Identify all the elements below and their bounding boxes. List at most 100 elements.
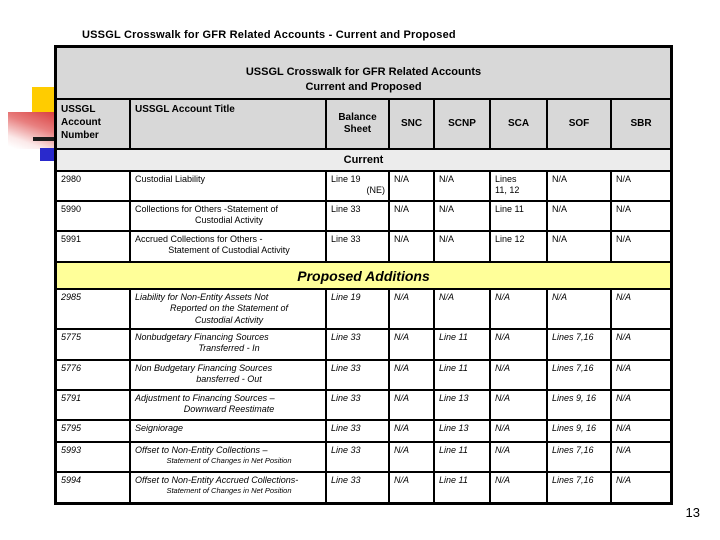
cell-line: Lines (495, 174, 517, 184)
col-header-sca: SCA (491, 100, 548, 148)
cell-account-title: Accrued Collections for Others - Stateme… (131, 232, 327, 261)
col-header-balance-sheet: Balance Sheet (327, 100, 390, 148)
title-line: Statement of Changes in Net Position (166, 486, 292, 496)
table-title: USSGL Crosswalk for GFR Related Accounts… (57, 48, 670, 100)
cell-sof: N/A (548, 172, 612, 200)
cell-line: 11, 12 (495, 185, 520, 196)
title-line: Offset to Non-Entity Accrued Collections… (135, 475, 299, 485)
page-number: 13 (685, 505, 700, 520)
cell-scnp: Line 13 (435, 391, 491, 419)
cell-sbr: N/A (616, 234, 632, 244)
cell-balance-sheet: Line 33 (327, 473, 390, 502)
cell-account-title: Nonbudgetary Financing Sources Transferr… (131, 330, 327, 359)
cell-sca: Line 12 (491, 232, 548, 261)
cell-sca: N/A (491, 361, 548, 389)
table-row-2985: 2985 Liability for Non-Entity Assets Not… (57, 290, 670, 330)
cell-account-number: 2980 (57, 172, 131, 200)
table-row-5775: 5775 Nonbudgetary Financing Sources Tran… (57, 330, 670, 361)
col-header-scnp: SCNP (435, 100, 491, 148)
title-line: Adjustment to Financing Sources – (135, 393, 275, 403)
cell-sca: N/A (491, 290, 548, 328)
cell-sof: Lines 7,16 (548, 473, 612, 502)
cell-scnp: Line 11 (435, 473, 491, 502)
crosswalk-table: USSGL Crosswalk for GFR Related Accounts… (54, 45, 673, 505)
decor-red-gradient-square (8, 112, 54, 149)
cell-sof: N/A (548, 202, 612, 230)
cell-account-number: 5994 (57, 473, 131, 502)
cell-account-number: 5993 (57, 443, 131, 471)
cell-sbr: N/A (616, 363, 632, 373)
decor-black-bar (33, 137, 54, 141)
table-row-2980: 2980 Custodial Liability Line 19 (NE) N/… (57, 172, 670, 202)
cell-sbr: N/A (616, 204, 632, 214)
cell-line: Line 19 (331, 174, 361, 184)
cell-sca: Line 11 (491, 202, 548, 230)
cell-account-title: Offset to Non-Entity Collections – State… (131, 443, 327, 471)
col-header-snc: SNC (390, 100, 435, 148)
cell-balance-sheet: Line 19 (327, 290, 390, 328)
section-header-proposed-additions: Proposed Additions (57, 263, 670, 290)
table-title-line1: USSGL Crosswalk for GFR Related Accounts (245, 66, 482, 79)
cell-account-title: Collections for Others -Statement of Cus… (131, 202, 327, 230)
cell-sbr: N/A (616, 174, 632, 184)
cell-sca: N/A (491, 473, 548, 502)
title-line: Reported on the Statement of (169, 303, 289, 314)
cell-sof: Lines 7,16 (548, 330, 612, 359)
cell-snc: N/A (390, 232, 435, 261)
cell-sca: N/A (491, 391, 548, 419)
cell-snc: N/A (390, 443, 435, 471)
cell-sbr: N/A (616, 393, 632, 403)
cell-sbr: N/A (616, 292, 632, 302)
cell-snc: N/A (390, 330, 435, 359)
table-row-5990: 5990 Collections for Others -Statement o… (57, 202, 670, 232)
cell-balance-sheet: Line 33 (327, 361, 390, 389)
cell-scnp: N/A (435, 172, 491, 200)
cell-sof: N/A (548, 290, 612, 328)
cell-sbr: N/A (616, 423, 632, 433)
cell-sca: N/A (491, 421, 548, 441)
cell-snc: N/A (390, 172, 435, 200)
title-line: Transferred - In (198, 343, 260, 354)
cell-account-number: 5776 (57, 361, 131, 389)
title-line: Offset to Non-Entity Collections – (135, 445, 268, 455)
cell-balance-sheet: Line 33 (327, 330, 390, 359)
cell-sca: N/A (491, 330, 548, 359)
table-row-5776: 5776 Non Budgetary Financing Sources ban… (57, 361, 670, 391)
cell-balance-sheet: Line 33 (327, 443, 390, 471)
cell-balance-sheet: Line 33 (327, 232, 390, 261)
cell-scnp: Line 11 (435, 330, 491, 359)
cell-account-number: 5795 (57, 421, 131, 441)
decor-yellow-square (32, 87, 54, 113)
title-line: Custodial Liability (135, 174, 206, 184)
col-header-account-number: USSGL Account Number (57, 100, 131, 148)
cell-sbr: N/A (616, 332, 632, 342)
cell-sof: Lines 9, 16 (548, 421, 612, 441)
cell-account-title: Seigniorage (131, 421, 327, 441)
cell-account-title: Custodial Liability (131, 172, 327, 200)
cell-scnp: Line 11 (435, 361, 491, 389)
cell-balance-sheet: Line 33 (327, 421, 390, 441)
cell-snc: N/A (390, 473, 435, 502)
cell-scnp: N/A (435, 290, 491, 328)
cell-account-title: Liability for Non-Entity Assets Not Repo… (131, 290, 327, 328)
cell-sof: Lines 7,16 (548, 443, 612, 471)
cell-balance-sheet: Line 33 (327, 202, 390, 230)
cell-balance-sheet: Line 19 (NE) (327, 172, 390, 200)
cell-snc: N/A (390, 391, 435, 419)
title-line: Seigniorage (135, 423, 184, 433)
table-row-5993: 5993 Offset to Non-Entity Collections – … (57, 443, 670, 473)
cell-sof: Lines 9, 16 (548, 391, 612, 419)
cell-scnp: N/A (435, 232, 491, 261)
cell-account-title: Non Budgetary Financing Sources bansferr… (131, 361, 327, 389)
cell-scnp: Line 11 (435, 443, 491, 471)
title-line: Collections for Others -Statement of (135, 204, 279, 214)
title-line: Liability for Non-Entity Assets Not (135, 292, 269, 302)
slide-title: USSGL Crosswalk for GFR Related Accounts… (82, 29, 456, 41)
cell-balance-sheet: Line 33 (327, 391, 390, 419)
col-header-sof: SOF (548, 100, 612, 148)
section-header-current: Current (57, 150, 670, 172)
cell-scnp: N/A (435, 202, 491, 230)
col-header-sbr: SBR (630, 117, 652, 129)
title-line: Statement of Custodial Activity (168, 245, 290, 256)
cell-snc: N/A (390, 421, 435, 441)
